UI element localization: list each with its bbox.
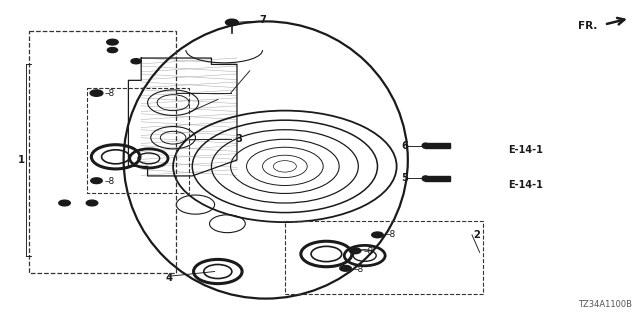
Text: –8: –8 <box>105 89 115 98</box>
Circle shape <box>340 266 351 271</box>
Text: E-14-1: E-14-1 <box>508 145 543 155</box>
Bar <box>285 220 483 294</box>
Bar <box>87 88 189 194</box>
Bar <box>29 31 176 273</box>
Bar <box>426 176 450 181</box>
Text: –8: –8 <box>385 230 396 239</box>
Text: 2: 2 <box>473 230 480 240</box>
Text: 1: 1 <box>18 155 26 165</box>
Text: TZ34A1100B: TZ34A1100B <box>578 300 632 309</box>
Ellipse shape <box>422 143 429 148</box>
Ellipse shape <box>422 176 429 181</box>
Circle shape <box>372 232 383 238</box>
Circle shape <box>225 19 238 26</box>
Bar <box>426 143 450 148</box>
Text: 7: 7 <box>259 15 266 26</box>
Text: FR.: FR. <box>579 21 598 31</box>
Text: 6: 6 <box>401 141 408 151</box>
Circle shape <box>107 39 118 45</box>
Text: 5: 5 <box>401 173 408 183</box>
Text: –8: –8 <box>353 265 364 274</box>
Circle shape <box>91 178 102 184</box>
Circle shape <box>90 90 103 96</box>
Text: –8: –8 <box>364 247 374 256</box>
Text: 4: 4 <box>166 273 173 283</box>
Circle shape <box>349 248 361 254</box>
Text: 3: 3 <box>236 134 243 144</box>
Circle shape <box>86 200 98 206</box>
Text: E-14-1: E-14-1 <box>508 180 543 190</box>
Circle shape <box>59 200 70 206</box>
Text: –8: –8 <box>105 177 115 186</box>
Circle shape <box>108 48 118 52</box>
Circle shape <box>131 59 141 64</box>
